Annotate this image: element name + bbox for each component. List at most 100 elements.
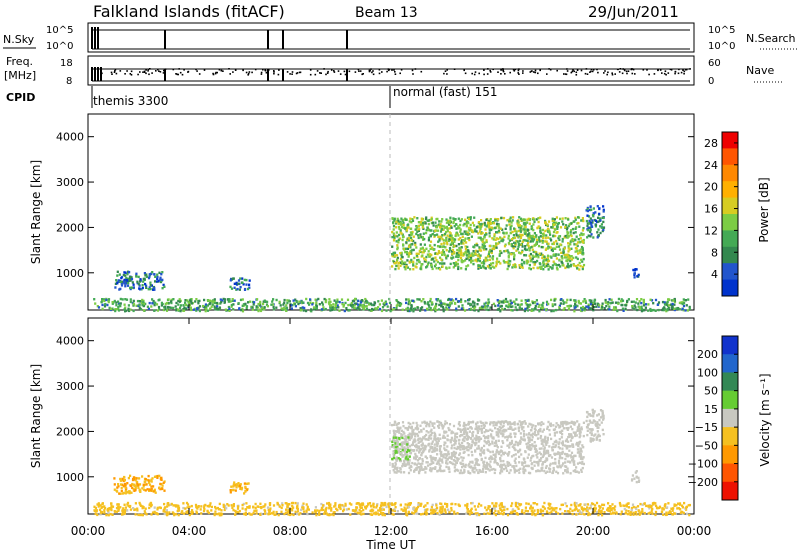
echo-cell: [489, 306, 491, 308]
echo-cell: [119, 273, 121, 275]
echo-cell: [101, 304, 103, 306]
echo-cell: [232, 308, 234, 310]
echo-cell: [567, 259, 569, 261]
echo-cell: [139, 491, 141, 493]
echo-cell: [439, 268, 441, 270]
echo-cell: [468, 227, 470, 229]
echo-cell: [603, 210, 605, 212]
echo-cell: [438, 308, 440, 310]
echo-cell: [423, 428, 425, 430]
nave-dot: [589, 71, 591, 73]
echo-cell: [434, 443, 436, 445]
echo-cell: [513, 301, 515, 303]
echo-cell: [496, 431, 498, 433]
echo-cell: [478, 445, 480, 447]
echo-cell: [477, 258, 479, 260]
echo-cell: [540, 424, 542, 426]
echo-cell: [583, 422, 585, 424]
echo-cell: [594, 420, 596, 422]
echo-cell: [583, 463, 585, 465]
echo-cell: [403, 219, 405, 221]
echo-cell: [147, 306, 149, 308]
echo-cell: [408, 472, 410, 474]
echo-cell: [517, 304, 519, 306]
echo-cell: [590, 233, 592, 235]
echo-cell: [320, 509, 322, 511]
nave-dot: [261, 72, 263, 74]
echo-cell: [270, 304, 272, 306]
echo-cell: [476, 230, 478, 232]
echo-cell: [517, 444, 519, 446]
echo-cell: [409, 218, 411, 220]
echo-cell: [455, 228, 457, 230]
echo-cell: [422, 460, 424, 462]
echo-cell: [531, 238, 533, 240]
echo-cell: [655, 310, 657, 312]
echo-cell: [645, 307, 647, 309]
echo-cell: [394, 442, 396, 444]
echo-cell: [537, 461, 539, 463]
echo-cell: [538, 310, 540, 312]
echo-cell: [517, 450, 519, 452]
echo-cell: [672, 303, 674, 305]
echo-cell: [672, 306, 674, 308]
echo-cell: [497, 242, 499, 244]
echo-cell: [414, 244, 416, 246]
echo-cell: [489, 451, 491, 453]
echo-cell: [512, 245, 514, 247]
echo-cell: [588, 220, 590, 222]
echo-cell: [637, 302, 639, 304]
echo-cell: [605, 299, 607, 301]
echo-cell: [457, 469, 459, 471]
echo-cell: [297, 303, 299, 305]
echo-cell: [554, 434, 556, 436]
echo-cell: [477, 310, 479, 312]
echo-cell: [542, 430, 544, 432]
echo-cell: [154, 280, 156, 282]
echo-cell: [561, 430, 563, 432]
echo-cell: [556, 216, 558, 218]
nave-dot: [182, 74, 184, 76]
echo-cell: [457, 234, 459, 236]
echo-cell: [209, 302, 211, 304]
echo-cell: [508, 235, 510, 237]
echo-cell: [396, 471, 398, 473]
echo-cell: [535, 429, 537, 431]
echo-cell: [491, 458, 493, 460]
echo-cell: [575, 231, 577, 233]
echo-cell: [149, 302, 151, 304]
echo-cell: [487, 222, 489, 224]
nave-dot: [678, 73, 680, 75]
echo-cell: [405, 265, 407, 267]
echo-cell: [228, 308, 230, 310]
echo-cell: [396, 244, 398, 246]
echo-cell: [492, 451, 494, 453]
echo-cell: [496, 223, 498, 225]
echo-cell: [559, 248, 561, 250]
echo-cell: [394, 254, 396, 256]
echo-cell: [444, 227, 446, 229]
echo-cell: [354, 307, 356, 309]
echo-cell: [456, 249, 458, 251]
echo-cell: [573, 421, 575, 423]
echo-cell: [345, 307, 347, 309]
echo-cell: [558, 460, 560, 462]
echo-cell: [418, 472, 420, 474]
echo-cell: [471, 454, 473, 456]
echo-cell: [555, 253, 557, 255]
echo-cell: [482, 265, 484, 267]
echo-cell: [321, 308, 323, 310]
echo-cell: [550, 310, 552, 312]
echo-cell: [440, 220, 442, 222]
echo-cell: [489, 245, 491, 247]
echo-cell: [514, 462, 516, 464]
echo-cell: [403, 224, 405, 226]
echo-cell: [579, 430, 581, 432]
nave-dot: [394, 71, 396, 73]
echo-cell: [453, 221, 455, 223]
echo-cell: [505, 232, 507, 234]
echo-cell: [504, 301, 506, 303]
echo-cell: [457, 428, 459, 430]
echo-cell: [479, 307, 481, 309]
